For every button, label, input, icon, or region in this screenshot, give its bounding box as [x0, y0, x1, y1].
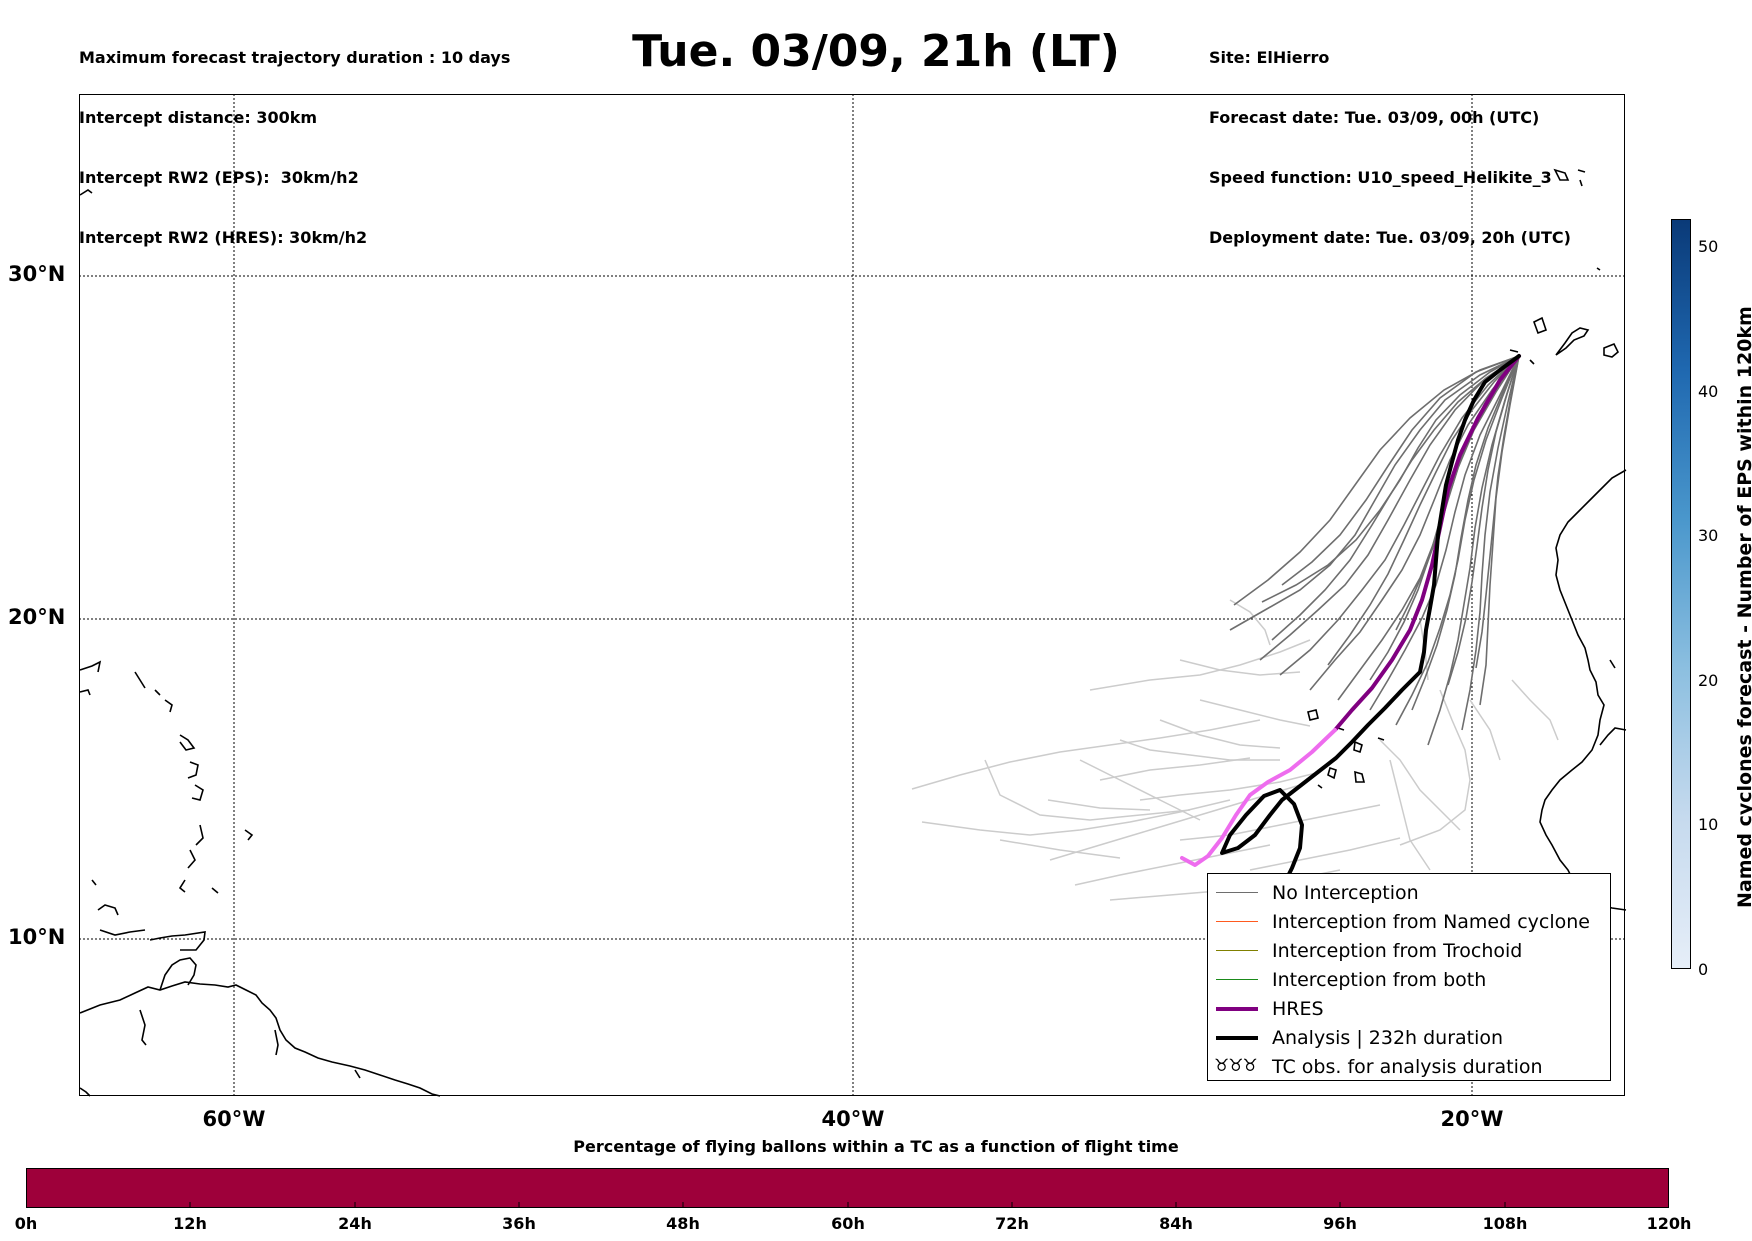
legend-label: Interception from Named cyclone — [1272, 911, 1590, 933]
bottom-tick: 72h — [995, 1214, 1029, 1233]
legend-label: No Interception — [1272, 882, 1419, 904]
header-right-line: Speed function: U10_speed_Helikite_3 — [1209, 168, 1552, 187]
legend-label: Interception from Trochoid — [1272, 940, 1523, 962]
header-right-line: Deployment date: Tue. 03/09, 20h (UTC) — [1209, 228, 1571, 247]
colorbar-tick: 50 — [1698, 237, 1719, 256]
legend-item-no-interception: No Interception — [1208, 880, 1608, 906]
colorbar-tick: 40 — [1698, 382, 1719, 401]
bottom-tick: 120h — [1646, 1214, 1692, 1233]
coastline-africa — [1307, 168, 1627, 911]
legend-label: Analysis | 232h duration — [1272, 1027, 1504, 1049]
legend-item-trochoid: Interception from Trochoid — [1208, 938, 1608, 964]
bottom-percentage-bar — [26, 1168, 1669, 1208]
bottom-bar-ticks — [26, 1202, 1669, 1208]
bottom-tick: 0h — [14, 1214, 38, 1233]
analysis-trajectory — [1220, 354, 1521, 884]
coastline-caribbean — [79, 189, 441, 1097]
lon-label-60w: 60°W — [202, 1107, 266, 1131]
lon-label-20w: 20°W — [1440, 1107, 1504, 1131]
legend-swatch — [1216, 979, 1258, 980]
lat-label-20n: 20°N — [8, 605, 66, 629]
lon-label-40w: 40°W — [821, 1107, 885, 1131]
header-left-info: Maximum forecast trajectory duration : 1… — [79, 8, 510, 268]
bottom-tick: 48h — [666, 1214, 700, 1233]
legend-item-tc-obs: ♉♉♉ TC obs. for analysis duration — [1208, 1054, 1608, 1080]
map-legend: No Interception Interception from Named … — [1207, 873, 1611, 1081]
tc-symbol-icon: ♉♉♉ — [1214, 1056, 1258, 1076]
bottom-tick: 60h — [831, 1214, 865, 1233]
legend-swatch — [1216, 950, 1258, 951]
hres-trajectory — [1180, 354, 1521, 867]
bottom-bar-title: Percentage of flying ballons within a TC… — [573, 1137, 1179, 1156]
legend-item-both: Interception from both — [1208, 967, 1608, 993]
lat-label-30n: 30°N — [8, 262, 66, 286]
colorbar-tick: 10 — [1698, 815, 1719, 834]
header-left-line: Intercept RW2 (EPS): 30km/h2 — [79, 168, 359, 187]
header-left-line: Intercept RW2 (HRES): 30km/h2 — [79, 228, 368, 247]
legend-item-hres: HRES — [1208, 996, 1608, 1022]
lat-label-10n: 10°N — [8, 925, 66, 949]
bottom-tick: 12h — [173, 1214, 207, 1233]
legend-item-named-cyclone: Interception from Named cyclone — [1208, 909, 1608, 935]
legend-label: Interception from both — [1272, 969, 1487, 991]
legend-swatch — [1216, 921, 1258, 922]
header-left-line: Intercept distance: 300km — [79, 108, 318, 127]
bottom-tick: 96h — [1323, 1214, 1357, 1233]
bottom-tick: 36h — [502, 1214, 536, 1233]
legend-label: HRES — [1272, 998, 1324, 1020]
header-right-info: Site: ElHierro Forecast date: Tue. 03/09… — [1209, 8, 1571, 268]
legend-label: TC obs. for analysis duration — [1272, 1056, 1543, 1078]
header-right-line: Site: ElHierro — [1209, 48, 1330, 67]
legend-swatch — [1216, 892, 1258, 893]
colorbar-label: Named cyclones forecast - Number of EPS … — [1734, 306, 1752, 908]
map-title: Tue. 03/09, 21h (LT) — [632, 26, 1120, 77]
legend-item-analysis: Analysis | 232h duration — [1208, 1025, 1608, 1051]
map-frame — [79, 94, 1625, 1096]
colorbar-tick: 30 — [1698, 526, 1719, 545]
right-colorbar — [1671, 219, 1691, 969]
legend-swatch — [1216, 1036, 1258, 1040]
header-left-line: Maximum forecast trajectory duration : 1… — [79, 48, 511, 67]
colorbar-tick: 20 — [1698, 671, 1719, 690]
bottom-tick: 24h — [338, 1214, 372, 1233]
legend-swatch — [1216, 1007, 1258, 1011]
header-right-line: Forecast date: Tue. 03/09, 00h (UTC) — [1209, 108, 1540, 127]
eps-trajectories-no-interception — [1229, 355, 1520, 746]
colorbar-tick: 0 — [1698, 960, 1709, 979]
bottom-tick: 84h — [1159, 1214, 1193, 1233]
bottom-tick: 108h — [1482, 1214, 1528, 1233]
